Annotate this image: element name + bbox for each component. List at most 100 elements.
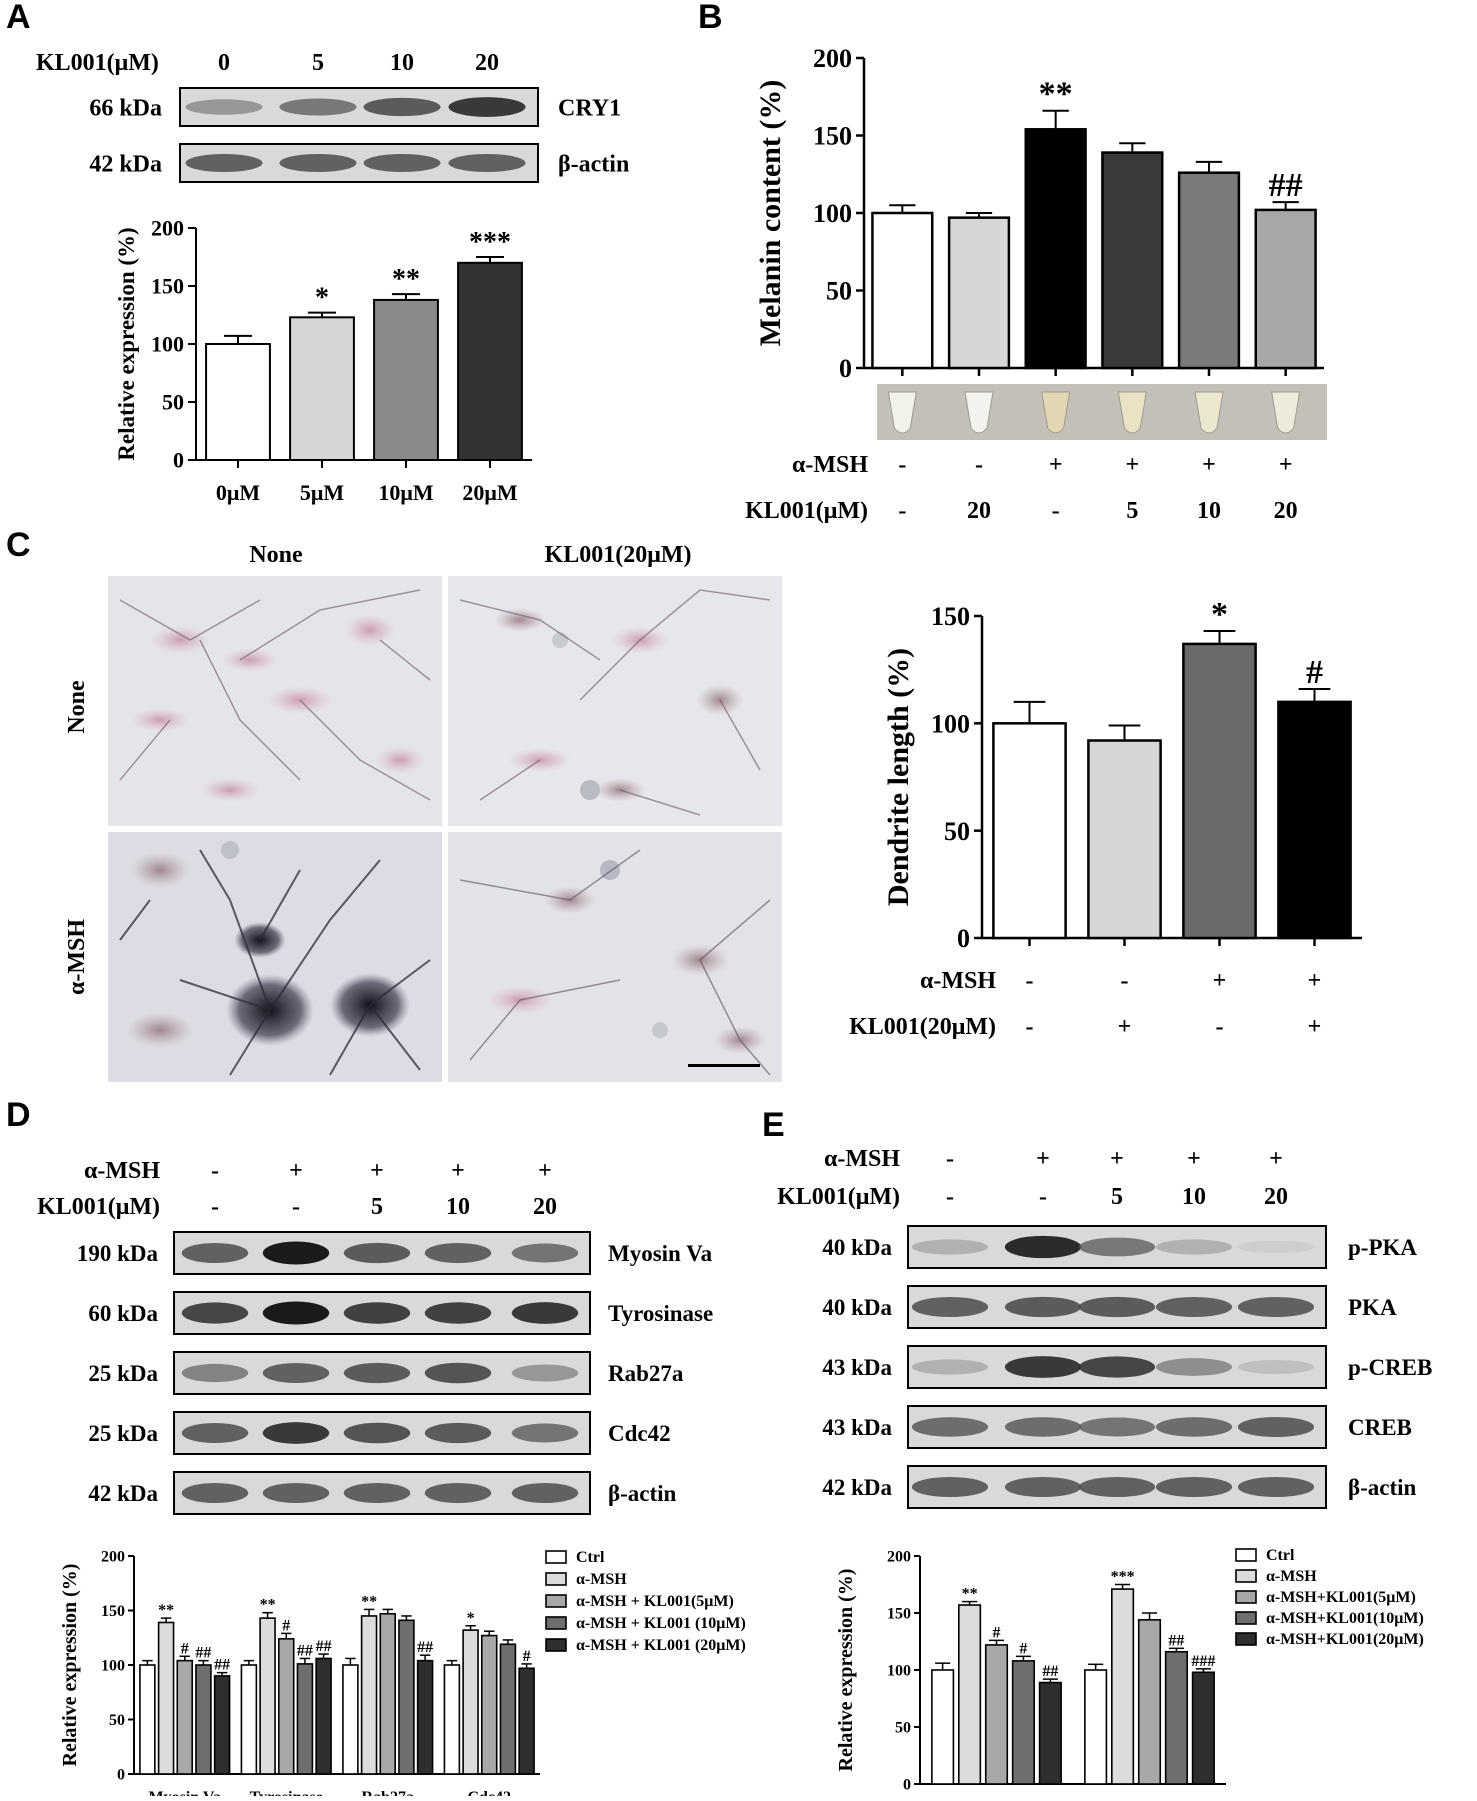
blot-protein-label: Rab27a xyxy=(608,1361,684,1386)
y-tick-label: 0 xyxy=(957,924,970,953)
blot-kda-label: 25 kDa xyxy=(88,1421,158,1446)
blot-band xyxy=(343,1483,411,1503)
blot-e: 40 kDa p-PKA 40 kDa PKA 43 kDa p-CREB 43 kDa CR… xyxy=(822,1225,1432,1509)
condition-value: - xyxy=(1039,1184,1047,1210)
blot-band xyxy=(181,1423,249,1443)
panel-b-letter: B xyxy=(698,0,723,36)
legend-label: α-MSH+KL001(5μM) xyxy=(1266,1589,1416,1606)
blot-kda-label: 25 kDa xyxy=(88,1361,158,1386)
condition-value: - xyxy=(898,498,906,524)
x-tick-label: Myosin Va xyxy=(149,1789,221,1796)
blot-band xyxy=(1004,1477,1082,1497)
condition-value: + xyxy=(1187,1146,1201,1172)
y-tick-label: 200 xyxy=(813,44,852,73)
blot-band xyxy=(1078,1237,1156,1257)
legend-label: α-MSH xyxy=(1266,1568,1317,1585)
y-tick-label: 100 xyxy=(887,1663,911,1680)
y-tick-label: 50 xyxy=(895,1720,911,1737)
condition-value: 5 xyxy=(1111,1184,1123,1210)
micrograph-col-label-2: KL001(20μM) xyxy=(545,542,692,568)
legend-swatch xyxy=(1235,1632,1257,1646)
blot-band xyxy=(181,1483,249,1503)
condition-value: 20 xyxy=(533,1194,557,1220)
blot-band xyxy=(448,153,526,173)
blot-band xyxy=(424,1483,492,1503)
melanin-tube xyxy=(1041,391,1071,434)
significance-label: ## xyxy=(316,1638,332,1655)
significance-label: ## xyxy=(1269,167,1303,204)
blot-band xyxy=(181,1302,249,1324)
blot-kda-label: 42 kDa xyxy=(822,1475,892,1500)
significance-label: # xyxy=(523,1648,531,1665)
bar xyxy=(947,216,1011,370)
condition-value: - xyxy=(292,1194,300,1220)
blot-band xyxy=(1155,1297,1233,1317)
significance-label: ** xyxy=(260,1597,276,1614)
bar xyxy=(296,1663,314,1775)
blot-protein-label: CRY1 xyxy=(558,95,621,121)
chart-e-legend: Ctrl α-MSH α-MSH+KL001(5μM) α-MSH+KL001(10μ… xyxy=(1235,1547,1424,1648)
micrograph-msh-kl001 xyxy=(448,832,782,1082)
significance-label: ## xyxy=(195,1645,211,1662)
condition-value: + xyxy=(538,1158,552,1184)
condition-value: + xyxy=(1125,452,1139,478)
significance-label: # xyxy=(282,1617,290,1634)
blot-band xyxy=(1078,1296,1156,1318)
y-tick-label: 200 xyxy=(151,216,184,241)
blot-band xyxy=(911,1417,989,1437)
blot-kda-label: 43 kDa xyxy=(822,1355,892,1380)
panel-c-letter: C xyxy=(6,526,31,564)
blot-band xyxy=(1004,1417,1082,1437)
y-tick-label: 50 xyxy=(944,817,970,846)
condition-value: 10 xyxy=(1197,498,1221,524)
blot-band xyxy=(1004,1356,1082,1378)
blot-band xyxy=(911,1477,989,1497)
chart-c: 0 50 100 150 Dendrite length (%) * # xyxy=(882,596,1362,953)
legend-label: Ctrl xyxy=(576,1549,605,1566)
significance-label: ** xyxy=(361,1593,377,1610)
condition-value: + xyxy=(1110,1146,1124,1172)
y-tick-label: 100 xyxy=(101,1658,125,1675)
blot-band xyxy=(185,153,263,173)
y-axis-label: Melanin content (%) xyxy=(754,80,787,347)
chart-d-legend: Ctrl α-MSH α-MSH + KL001(5μM) α-MSH + KL001… xyxy=(545,1549,746,1654)
blot-band xyxy=(343,1302,411,1324)
blot-band xyxy=(448,97,526,117)
condition-label: α-MSH xyxy=(824,1146,900,1172)
micrograph-row-label-2: α-MSH xyxy=(64,919,90,995)
melanin-tube xyxy=(1117,391,1147,434)
melanin-tube xyxy=(1271,391,1301,434)
bar xyxy=(277,1638,295,1775)
significance-label: ** xyxy=(158,1602,174,1619)
condition-value: + xyxy=(1279,452,1293,478)
x-tick-label: Rab27a xyxy=(362,1789,414,1796)
blot-band xyxy=(363,97,441,117)
legend-swatch xyxy=(545,1616,567,1630)
legend-swatch xyxy=(545,1594,567,1608)
bar xyxy=(1182,642,1257,940)
bar xyxy=(259,1617,276,1775)
micrograph-col-label-1: None xyxy=(249,542,303,568)
condition-value: - xyxy=(1026,1014,1034,1040)
y-axis-label: Relative expression (%) xyxy=(835,1569,857,1772)
blot-protein-label: Myosin Va xyxy=(608,1241,713,1266)
micrograph-msh-none xyxy=(108,832,442,1082)
y-tick-label: 100 xyxy=(151,332,184,357)
bar xyxy=(499,1643,517,1775)
significance-label: ## xyxy=(1168,1632,1184,1649)
blot-band xyxy=(1155,1239,1233,1255)
bar xyxy=(1111,1588,1135,1785)
condition-label: KL001(μM) xyxy=(37,1194,160,1220)
bar xyxy=(1038,1681,1062,1785)
panel-a: A KL001(μM) 0 5 10 20 66 kDa CRY1 42 kDa β-act… xyxy=(6,0,629,505)
blot-band xyxy=(262,1483,330,1503)
blot-band xyxy=(343,1242,411,1264)
blot-band xyxy=(511,1483,579,1503)
blot-a: 66 kDa CRY1 42 kDa β-actin xyxy=(89,87,629,183)
x-tick-label: 5μM xyxy=(300,480,344,505)
condition-value: - xyxy=(946,1184,954,1210)
bar xyxy=(379,1612,397,1775)
blot-band xyxy=(1078,1356,1156,1378)
blot-band xyxy=(424,1362,492,1384)
